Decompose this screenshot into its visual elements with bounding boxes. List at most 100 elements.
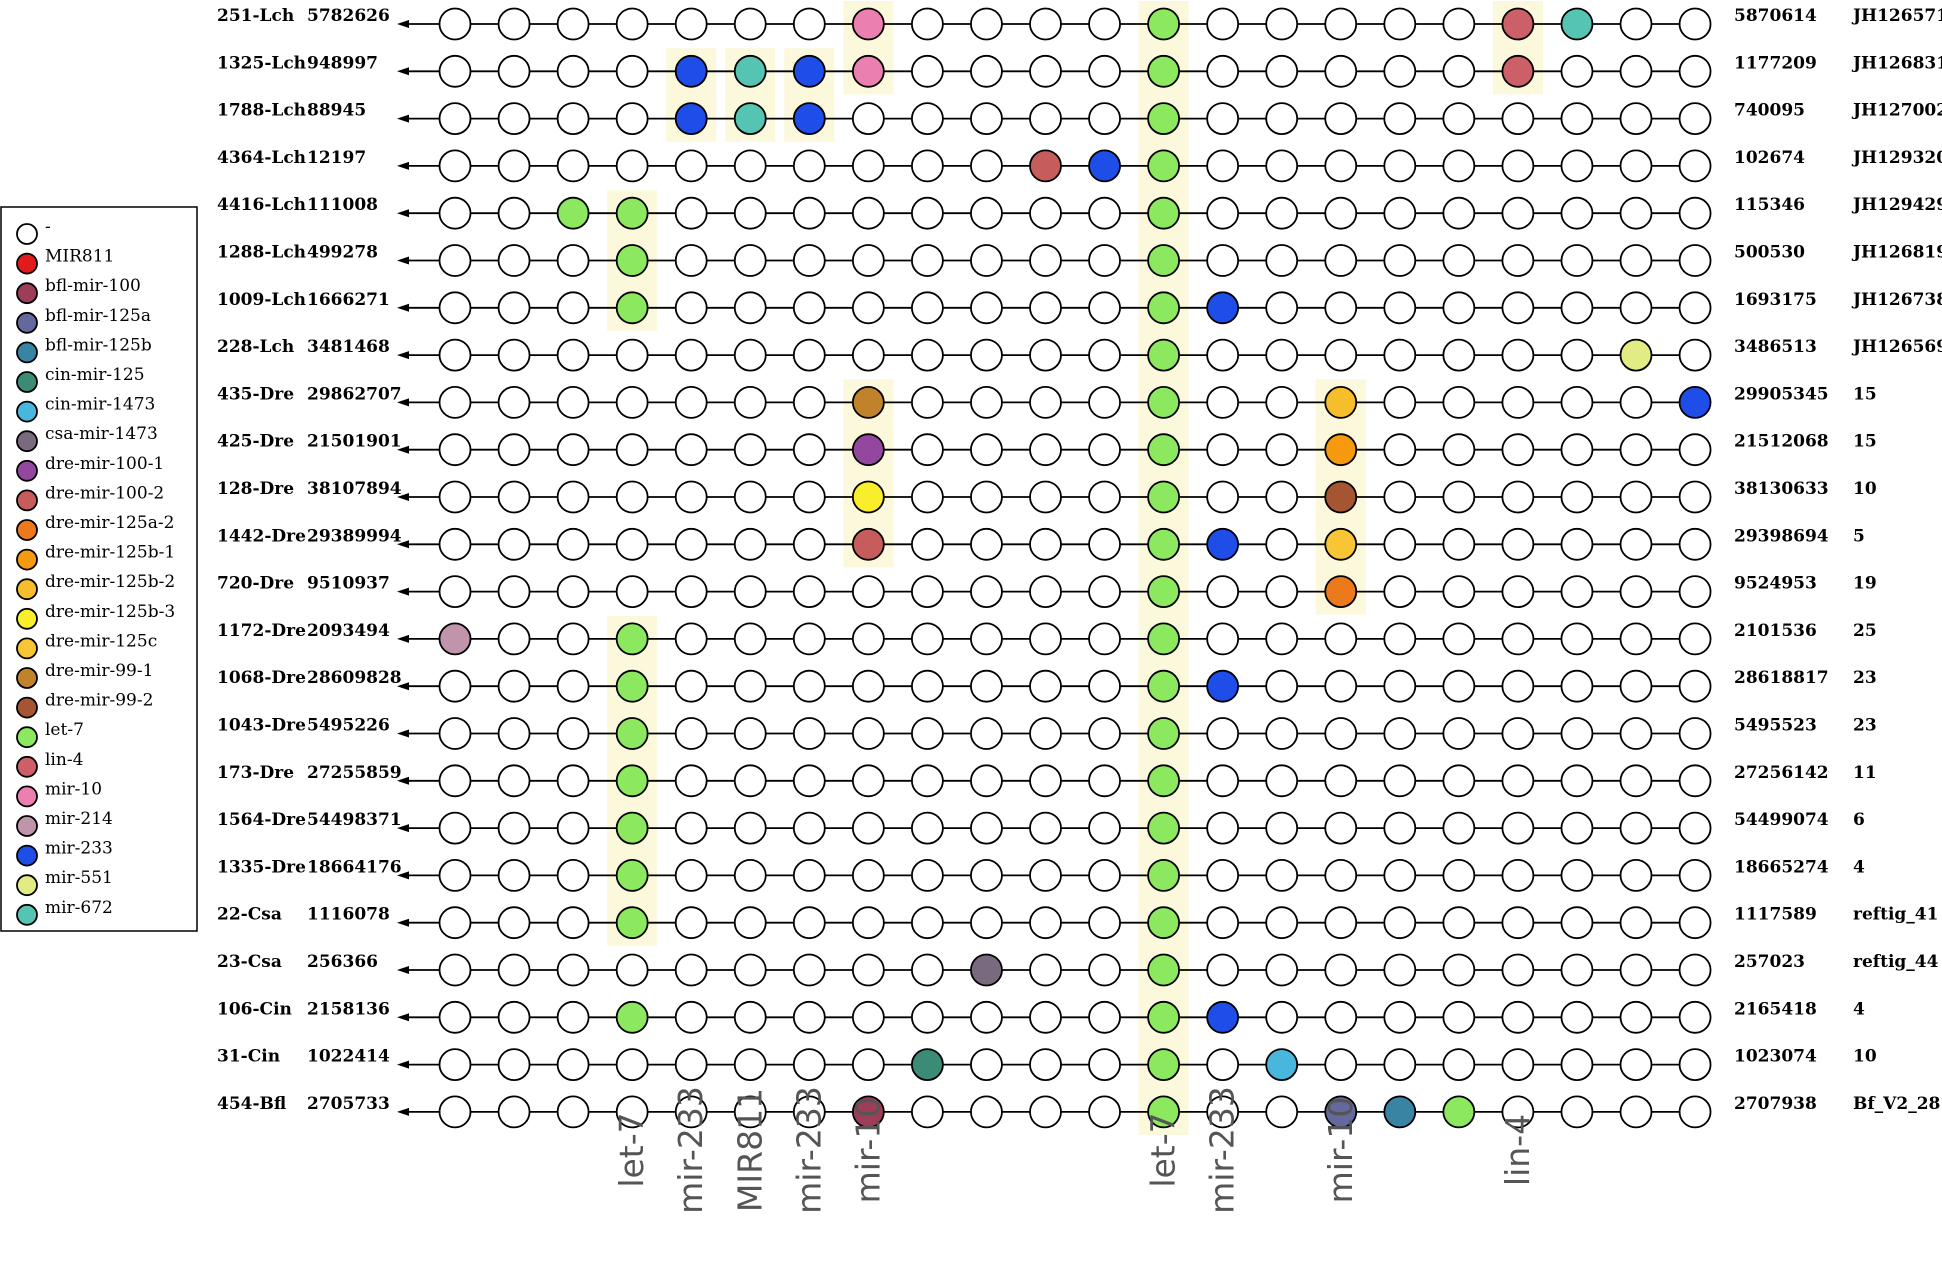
gene-node-empty <box>1206 717 1240 750</box>
gene-node-empty <box>438 953 472 987</box>
gene-node-empty <box>674 385 708 419</box>
end-coordinate: 38130633 <box>1734 479 1829 499</box>
gene-node-empty <box>1206 102 1240 135</box>
gene-node-empty <box>1501 385 1535 419</box>
gene-node-empty <box>556 906 590 940</box>
gene-node-empty <box>911 54 944 88</box>
gene-node-empty <box>497 764 531 798</box>
gene-node-empty <box>792 717 826 750</box>
locus-id: 4364-Lch <box>217 148 306 168</box>
gene-node-empty <box>1560 1048 1594 1081</box>
gene-node-empty <box>615 385 649 419</box>
gene-node-empty <box>1324 764 1358 798</box>
gene-node-empty <box>970 149 1003 183</box>
end-coordinate: 1117589 <box>1734 905 1817 925</box>
gene-node-empty <box>438 102 472 135</box>
gene-node-empty <box>674 1000 708 1034</box>
left-arrowhead <box>397 918 409 927</box>
gene-node-let-7 <box>615 291 649 325</box>
gene-node-empty <box>970 811 1003 845</box>
gene-node-bfl-mir-125b <box>1383 1095 1417 1129</box>
gene-node-empty <box>497 1000 531 1034</box>
left-arrowhead <box>397 966 409 974</box>
gene-node-empty <box>1088 575 1121 608</box>
gene-node-empty <box>1029 338 1062 372</box>
gene-node-empty <box>851 717 885 750</box>
gene-node-empty <box>1501 1000 1535 1034</box>
contig-label: JH126831 <box>1851 53 1942 73</box>
gene-node-let-7 <box>1147 1000 1180 1034</box>
legend-swatch <box>16 755 38 778</box>
gene-node-empty <box>497 385 531 419</box>
gene-node-let-7 <box>1147 7 1180 41</box>
gene-node-empty <box>1501 338 1535 372</box>
gene-node-empty <box>1619 953 1653 987</box>
legend-label: mir-214 <box>45 809 113 829</box>
gene-node-empty <box>733 480 767 514</box>
gene-node-empty <box>1619 575 1653 608</box>
gene-node-empty <box>1678 622 1712 656</box>
gene-node-empty <box>911 7 944 41</box>
left-arrowhead <box>397 540 409 549</box>
contig-label: reftig_41 <box>1853 905 1938 925</box>
legend-swatch <box>16 903 38 926</box>
locus-id: 251-Lch <box>217 6 294 26</box>
locus-id: 106-Cin <box>217 999 292 1019</box>
gene-node-empty <box>497 527 531 561</box>
gene-node-empty <box>1501 575 1535 608</box>
gene-node-let-7 <box>1147 433 1180 467</box>
gene-node-empty <box>733 953 767 987</box>
gene-node-empty <box>438 480 472 514</box>
gene-node-empty <box>1383 433 1417 467</box>
gene-node-mir-10 <box>851 54 885 88</box>
column-label: lin-4 <box>1498 1114 1537 1186</box>
gene-node-empty <box>792 1048 826 1081</box>
gene-node-empty <box>674 149 708 183</box>
legend-label: bfl-mir-125b <box>45 335 152 355</box>
gene-node-empty <box>1029 717 1062 750</box>
gene-node-empty <box>556 1048 590 1081</box>
gene-node-empty <box>1029 527 1062 561</box>
gene-node-empty <box>733 906 767 940</box>
legend-swatch <box>16 371 38 393</box>
gene-node-empty <box>1088 1048 1121 1081</box>
legend-label: dre-mir-125b-3 <box>45 602 175 622</box>
gene-node-empty <box>1324 338 1358 372</box>
gene-node-empty <box>1442 385 1476 419</box>
gene-node-empty <box>1678 575 1712 608</box>
gene-node-empty <box>792 149 826 183</box>
gene-node-empty <box>1206 859 1240 892</box>
start-coordinate: 29389994 <box>307 526 402 546</box>
gene-node-empty <box>497 1048 531 1081</box>
gene-node-empty <box>1442 54 1476 88</box>
start-coordinate: 948997 <box>307 53 378 73</box>
gene-node-empty <box>497 7 531 41</box>
legend-swatch <box>16 459 38 482</box>
gene-node-empty <box>1029 811 1062 845</box>
gene-node-empty <box>674 480 708 514</box>
gene-node-empty <box>851 953 885 987</box>
legend-swatch <box>16 282 38 305</box>
gene-node-empty <box>792 338 826 372</box>
gene-node-empty <box>1619 433 1653 467</box>
left-arrowhead <box>397 587 409 596</box>
gene-node-mir-233 <box>1206 1000 1240 1034</box>
gene-node-mir-233 <box>1206 527 1240 561</box>
gene-node-empty <box>1383 622 1417 656</box>
gene-node-empty <box>1442 291 1476 325</box>
gene-node-empty <box>438 717 472 750</box>
gene-node-empty <box>911 1000 944 1034</box>
gene-node-empty <box>1206 764 1240 798</box>
gene-node-mir-672 <box>733 102 767 135</box>
gene-node-empty <box>970 433 1003 467</box>
gene-node-empty <box>1442 7 1476 41</box>
locus-row: 23-Csa 256366 257023 reftig_44 <box>217 952 1939 987</box>
gene-node-empty <box>1560 575 1594 608</box>
legend-swatch <box>16 400 38 423</box>
gene-node-empty <box>556 7 590 41</box>
locus-id: 173-Dre <box>217 763 294 783</box>
gene-node-empty <box>497 291 531 325</box>
contig-label: JH127002 <box>1851 101 1942 121</box>
gene-node-empty <box>1088 527 1121 561</box>
gene-node-empty <box>438 1095 472 1129</box>
